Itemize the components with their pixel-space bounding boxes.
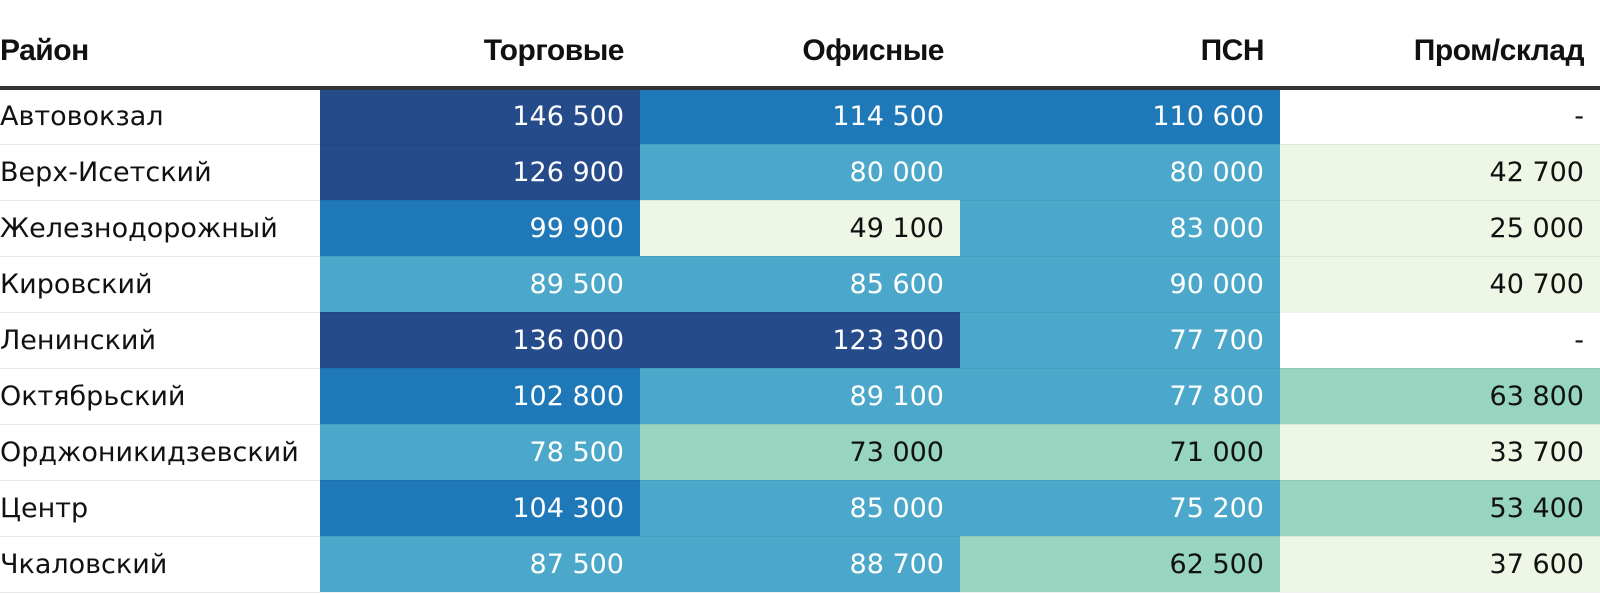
district-name: Ленинский [0, 312, 320, 369]
heatmap-cell-industrial-warehouse: 37 600 [1280, 536, 1600, 593]
table-row: Октябрьский 102 800 89 100 77 800 63 800 [0, 368, 1600, 425]
column-header-retail: Торговые [320, 0, 640, 90]
heatmap-cell-retail: 126 900 [320, 144, 640, 201]
table-body: Автовокзал 146 500 114 500 110 600- Верх-Исе… [0, 88, 1600, 593]
heatmap-cell-office: 89 100 [640, 368, 960, 425]
heatmap-cell-retail: 102 800 [320, 368, 640, 425]
heatmap-cell-industrial-warehouse: - [1280, 312, 1600, 369]
heatmap-cell-psn: 77 700 [960, 312, 1280, 369]
heatmap-cell-psn: 90 000 [960, 256, 1280, 313]
heatmap-cell-industrial-warehouse: 25 000 [1280, 200, 1600, 257]
heatmap-cell-industrial-warehouse: 42 700 [1280, 144, 1600, 201]
column-header-industrial-warehouse: Пром/склад [1280, 0, 1600, 90]
heatmap-cell-retail: 146 500 [320, 88, 640, 145]
header-row: Район Торговые Офисные ПСН Пром/склад [0, 0, 1600, 90]
heatmap-cell-psn: 71 000 [960, 424, 1280, 481]
heatmap-cell-retail: 87 500 [320, 536, 640, 593]
heatmap-cell-retail: 104 300 [320, 480, 640, 537]
heatmap-cell-psn: 62 500 [960, 536, 1280, 593]
heatmap-cell-office: 80 000 [640, 144, 960, 201]
table-row: Орджоникидзевский 78 500 73 000 71 000 33 70… [0, 424, 1600, 481]
heatmap-cell-psn: 110 600 [960, 88, 1280, 145]
heatmap-cell-office: 88 700 [640, 536, 960, 593]
heatmap-cell-office: 85 000 [640, 480, 960, 537]
heatmap-cell-office: 114 500 [640, 88, 960, 145]
table-header: Район Торговые Офисные ПСН Пром/склад [0, 0, 1600, 90]
heatmap-cell-retail: 99 900 [320, 200, 640, 257]
district-name: Автовокзал [0, 88, 320, 145]
table-row: Чкаловский 87 500 88 700 62 500 37 600 [0, 536, 1600, 593]
table-row: Автовокзал 146 500 114 500 110 600- [0, 88, 1600, 145]
district-name: Железнодорожный [0, 200, 320, 257]
district-name: Центр [0, 480, 320, 537]
heatmap-cell-industrial-warehouse: - [1280, 88, 1600, 145]
district-name: Кировский [0, 256, 320, 313]
heatmap-cell-industrial-warehouse: 33 700 [1280, 424, 1600, 481]
table-row: Верх-Исетский 126 900 80 000 80 000 42 700 [0, 144, 1600, 201]
table-row: Кировский 89 500 85 600 90 000 40 700 [0, 256, 1600, 313]
district-name: Октябрьский [0, 368, 320, 425]
heatmap-cell-office: 73 000 [640, 424, 960, 481]
heatmap-cell-retail: 136 000 [320, 312, 640, 369]
heatmap-cell-psn: 80 000 [960, 144, 1280, 201]
heatmap-cell-psn: 75 200 [960, 480, 1280, 537]
district-name: Верх-Исетский [0, 144, 320, 201]
heatmap-cell-industrial-warehouse: 53 400 [1280, 480, 1600, 537]
heatmap-cell-psn: 77 800 [960, 368, 1280, 425]
heatmap-cell-office: 123 300 [640, 312, 960, 369]
heatmap-cell-industrial-warehouse: 40 700 [1280, 256, 1600, 313]
heatmap-cell-office: 49 100 [640, 200, 960, 257]
column-header-psn: ПСН [960, 0, 1280, 90]
district-name: Орджоникидзевский [0, 424, 320, 481]
table-row: Центр 104 300 85 000 75 200 53 400 [0, 480, 1600, 537]
heatmap-cell-office: 85 600 [640, 256, 960, 313]
column-header-office: Офисные [640, 0, 960, 90]
column-header-district: Район [0, 0, 320, 90]
heatmap-cell-retail: 78 500 [320, 424, 640, 481]
heatmap-cell-psn: 83 000 [960, 200, 1280, 257]
heatmap-cell-industrial-warehouse: 63 800 [1280, 368, 1600, 425]
table-row: Железнодорожный 99 900 49 100 83 000 25 000 [0, 200, 1600, 257]
district-name: Чкаловский [0, 536, 320, 593]
table-row: Ленинский 136 000 123 300 77 700- [0, 312, 1600, 369]
heatmap-cell-retail: 89 500 [320, 256, 640, 313]
